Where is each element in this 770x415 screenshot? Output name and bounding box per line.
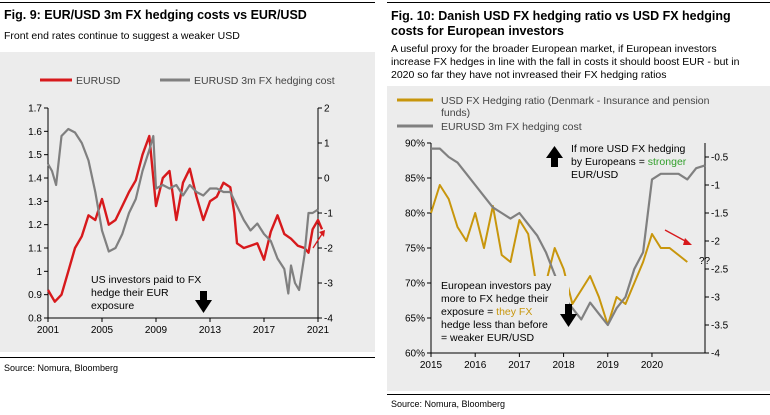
left-tick-label: 1.3 bbox=[28, 197, 42, 208]
left-tick-label: 1.1 bbox=[28, 244, 42, 255]
legend-label-hedging-cost: EURUSD 3m FX hedging cost bbox=[194, 75, 335, 87]
series bbox=[46, 127, 324, 303]
right-tick-label: -3 bbox=[711, 293, 720, 304]
left-tick-label: 75% bbox=[405, 244, 425, 255]
legend: EURUSD EURUSD 3m FX hedging cost bbox=[40, 75, 335, 87]
right-tick-label: -1 bbox=[324, 209, 333, 220]
annotation-bottom-gold-1: they FX bbox=[496, 306, 532, 318]
left-tick-label: 65% bbox=[405, 314, 425, 325]
axes: 0.8 0.9 1 1.1 1.2 1.3 1.4 1.5 1.6 1.7 -4 -3 -2 -1 0 1 2 2… bbox=[28, 104, 333, 337]
x-tick-label: 2019 bbox=[597, 360, 620, 371]
x-tick-label: 2017 bbox=[253, 325, 276, 336]
left-panel: Fig. 9: EUR/USD 3m FX hedging costs vs E… bbox=[0, 0, 375, 415]
down-arrow bbox=[560, 304, 577, 327]
left-tick-label: 60% bbox=[405, 349, 425, 360]
series-line-usd-fx-hedging-ratio-denmark-insurance-and-pension-funds bbox=[430, 184, 688, 326]
right-tick-label: -2 bbox=[711, 237, 720, 248]
annotation-top-line-1: If more USD FX hedging bbox=[571, 143, 686, 155]
red-up-arrow bbox=[312, 230, 325, 249]
chart-title-line-1: Fig. 10: Danish USD FX hedging ratio vs … bbox=[391, 9, 731, 23]
red-down-right-arrow bbox=[664, 229, 692, 245]
x-tick-label: 2005 bbox=[91, 325, 114, 336]
chart-subtitle: Front end rates continue to suggest a we… bbox=[4, 30, 240, 42]
down-arrow bbox=[195, 291, 212, 313]
x-tick-label: 2018 bbox=[552, 360, 575, 371]
annotation-top-line-2: by Europeans = stronger bbox=[571, 156, 687, 168]
right-tick-label: 2 bbox=[324, 104, 330, 115]
x-tick-label: 2017 bbox=[508, 360, 531, 371]
top-rule bbox=[387, 2, 770, 3]
annotation-bottom: European investors pay more to FX hedge … bbox=[437, 276, 569, 352]
left-tick-label: 90% bbox=[405, 139, 425, 150]
x-tick-label: 2001 bbox=[37, 325, 60, 336]
left-tick-label: 0.8 bbox=[28, 314, 42, 325]
x-tick-label: 2009 bbox=[145, 325, 168, 336]
series-line-eurusd bbox=[46, 134, 324, 303]
chart-subtitle-line-2: increase FX hedges in line with the fall… bbox=[391, 56, 740, 68]
legend-label-hedging-ratio-line-1: USD FX Hedging ratio (Denmark - Insuranc… bbox=[441, 95, 710, 107]
right-tick-label: -3.5 bbox=[711, 321, 729, 332]
legend-label-hedging-ratio-line-2: funds) bbox=[441, 107, 470, 119]
x-tick-label: 2021 bbox=[307, 325, 330, 336]
annotation-bottom-line-5: = weaker EUR/USD bbox=[441, 332, 534, 344]
chart-title-line-2: costs for European investors bbox=[391, 24, 564, 38]
annotation-bottom-line-2: more to FX hedge their bbox=[441, 293, 549, 305]
left-tick-label: 70% bbox=[405, 279, 425, 290]
left-tick-label: 1.6 bbox=[28, 127, 42, 138]
source-note: Source: Nomura, Bloomberg bbox=[391, 399, 506, 409]
right-panel: Fig. 10: Danish USD FX hedging ratio vs … bbox=[387, 0, 770, 415]
left-tick-label: 1.4 bbox=[28, 174, 42, 185]
right-tick-label: -4 bbox=[711, 349, 720, 360]
x-tick-label: 2020 bbox=[641, 360, 664, 371]
right-tick-label: -4 bbox=[324, 314, 333, 325]
right-tick-label: -3 bbox=[324, 279, 333, 290]
annotation-bottom-line-4: hedge less than before bbox=[441, 319, 548, 331]
annotation-bg bbox=[437, 276, 569, 352]
left-tick-label: 1.5 bbox=[28, 150, 42, 161]
annotation-top-line-3: EUR/USD bbox=[571, 169, 619, 181]
chart-right: USD FX Hedging ratio (Denmark - Insuranc… bbox=[397, 95, 729, 372]
up-arrow bbox=[546, 146, 563, 167]
chart-subtitle-line-1: A useful proxy for the broader European … bbox=[391, 43, 717, 55]
right-tick-label: -0.5 bbox=[711, 153, 729, 164]
left-tick-label: 85% bbox=[405, 174, 425, 185]
question-marks: ?? bbox=[699, 256, 711, 267]
left-tick-label: 1.7 bbox=[28, 104, 42, 115]
bottom-rule bbox=[387, 394, 770, 395]
annotation-bottom-prefix: exposure = bbox=[441, 306, 496, 318]
bottom-rule bbox=[0, 357, 375, 358]
right-tick-label: -1.5 bbox=[711, 209, 729, 220]
source-note: Source: Nomura, Bloomberg bbox=[4, 363, 119, 373]
legend-label-hedging-cost: EURUSD 3m FX hedging cost bbox=[441, 121, 582, 133]
x-tick-label: 2016 bbox=[464, 360, 487, 371]
annotation-top: If more USD FX hedging by Europeans = st… bbox=[571, 143, 687, 181]
annotation-line-3: exposure bbox=[91, 300, 134, 312]
annotation-line-1: US investors paid to FX bbox=[91, 274, 201, 286]
annotation-bottom-line-1: European investors pay bbox=[441, 280, 552, 292]
annotation-top-prefix: by Europeans = bbox=[571, 156, 648, 168]
top-rule bbox=[0, 2, 375, 3]
left-tick-label: 1.2 bbox=[28, 220, 42, 231]
right-tick-label: -2 bbox=[324, 244, 333, 255]
legend: USD FX Hedging ratio (Denmark - Insuranc… bbox=[397, 95, 710, 133]
left-tick-label: 1 bbox=[36, 267, 42, 278]
right-tick-label: 1 bbox=[324, 139, 330, 150]
right-tick-label: 0 bbox=[324, 174, 330, 185]
x-tick-label: 2013 bbox=[199, 325, 222, 336]
left-tick-label: 0.9 bbox=[28, 290, 42, 301]
legend-label-eurusd: EURUSD bbox=[76, 75, 121, 87]
annotation-block: US investors paid to FX hedge their EUR … bbox=[86, 272, 220, 312]
series-line-eurusd-3m-fx-hedging-cost bbox=[47, 127, 319, 295]
chart-left: EURUSD EURUSD 3m FX hedging cost 0.8 0.9 1… bbox=[28, 75, 335, 337]
right-tick-label: -1 bbox=[711, 181, 720, 192]
chart-subtitle-line-3: 2020 so far they have not invreased thei… bbox=[391, 69, 667, 81]
left-tick-label: 80% bbox=[405, 209, 425, 220]
annotation-bottom-line-3: exposure = they FX bbox=[441, 306, 532, 318]
annotation-line-2: hedge their EUR bbox=[91, 287, 169, 299]
right-tick-label: -2.5 bbox=[711, 265, 729, 276]
x-tick-label: 2015 bbox=[420, 360, 443, 371]
axes: 60% 65% 70% 75% 80% 85% 90% -4 -3.5 -3 -2.5 -2 -1.5 -… bbox=[405, 139, 729, 372]
chart-title: Fig. 9: EUR/USD 3m FX hedging costs vs E… bbox=[4, 8, 307, 22]
annotation-top-green: stronger bbox=[648, 156, 687, 168]
